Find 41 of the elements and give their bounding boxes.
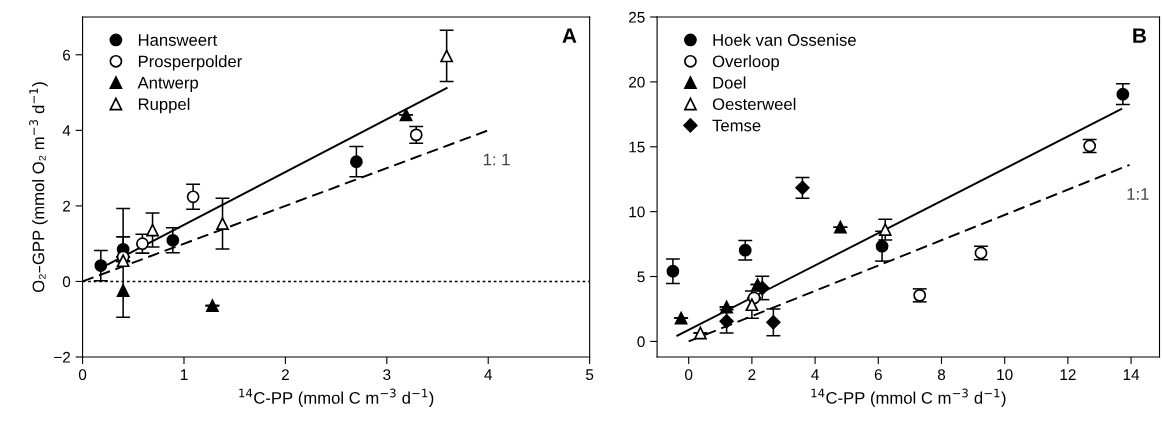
x-tick-label: 1 bbox=[180, 369, 188, 380]
x-tick-label: 2 bbox=[748, 369, 756, 380]
x-tick-label: 12 bbox=[1060, 369, 1076, 380]
x-tick-label: 4 bbox=[811, 369, 819, 380]
y-tick-label: 25 bbox=[629, 11, 645, 23]
annotation: 1:1 bbox=[1127, 188, 1149, 200]
x-tick-label: 6 bbox=[874, 369, 882, 381]
y-tick-label: 20 bbox=[629, 76, 645, 88]
x-tick-label: 3 bbox=[383, 369, 391, 381]
x-tick-label: 0 bbox=[78, 369, 87, 381]
x-tick-label: 2 bbox=[281, 369, 289, 380]
y-tick-label: 10 bbox=[629, 206, 645, 218]
y-tick-label: 0 bbox=[637, 336, 645, 348]
legend-label: Oesterweel bbox=[712, 97, 796, 111]
x-axis-title: $^{14}$C-PP (mmol C m$^{−3}$ d$^{−1}$) bbox=[239, 388, 434, 408]
y-tick-label: 5 bbox=[637, 271, 645, 283]
y-tick-label: 15 bbox=[629, 141, 645, 153]
x-axis-title: $^{14}$C-PP (mmol C m$^{−3}$ d$^{−1}$) bbox=[811, 388, 1006, 408]
y-axis-title: O₂–GPP (mmol O₂ m$^{−3}$ d$^{−1}$) bbox=[29, 82, 48, 293]
annotation: 1: 1 bbox=[483, 153, 510, 166]
legend-label: Doel bbox=[713, 76, 746, 89]
y-tick-label: −2 bbox=[54, 351, 70, 363]
legend-label: Hoek van Ossenise bbox=[713, 33, 856, 46]
y-tick-label: 2 bbox=[63, 200, 70, 212]
y-tick-label: 0 bbox=[62, 276, 71, 288]
legend-label: Ruppel bbox=[138, 97, 190, 114]
y-tick-label: 4 bbox=[62, 125, 71, 136]
legend-label: Prosperpolder bbox=[138, 55, 242, 71]
legend-label: Temse bbox=[712, 119, 761, 132]
annotation: B bbox=[1133, 28, 1146, 43]
legend-label: Hansweert bbox=[138, 34, 218, 46]
x-tick-label: 0 bbox=[685, 369, 693, 381]
x-tick-label: 14 bbox=[1123, 369, 1140, 380]
y-tick-label: 6 bbox=[63, 49, 71, 61]
x-tick-label: 10 bbox=[997, 369, 1013, 381]
legend-label: Overloop bbox=[712, 55, 780, 71]
x-tick-label: 8 bbox=[937, 369, 946, 381]
legend-label: Antwerp bbox=[137, 77, 199, 92]
x-tick-label: 5 bbox=[586, 369, 594, 381]
annotation: A bbox=[562, 28, 577, 43]
x-tick-label: 4 bbox=[484, 369, 493, 380]
